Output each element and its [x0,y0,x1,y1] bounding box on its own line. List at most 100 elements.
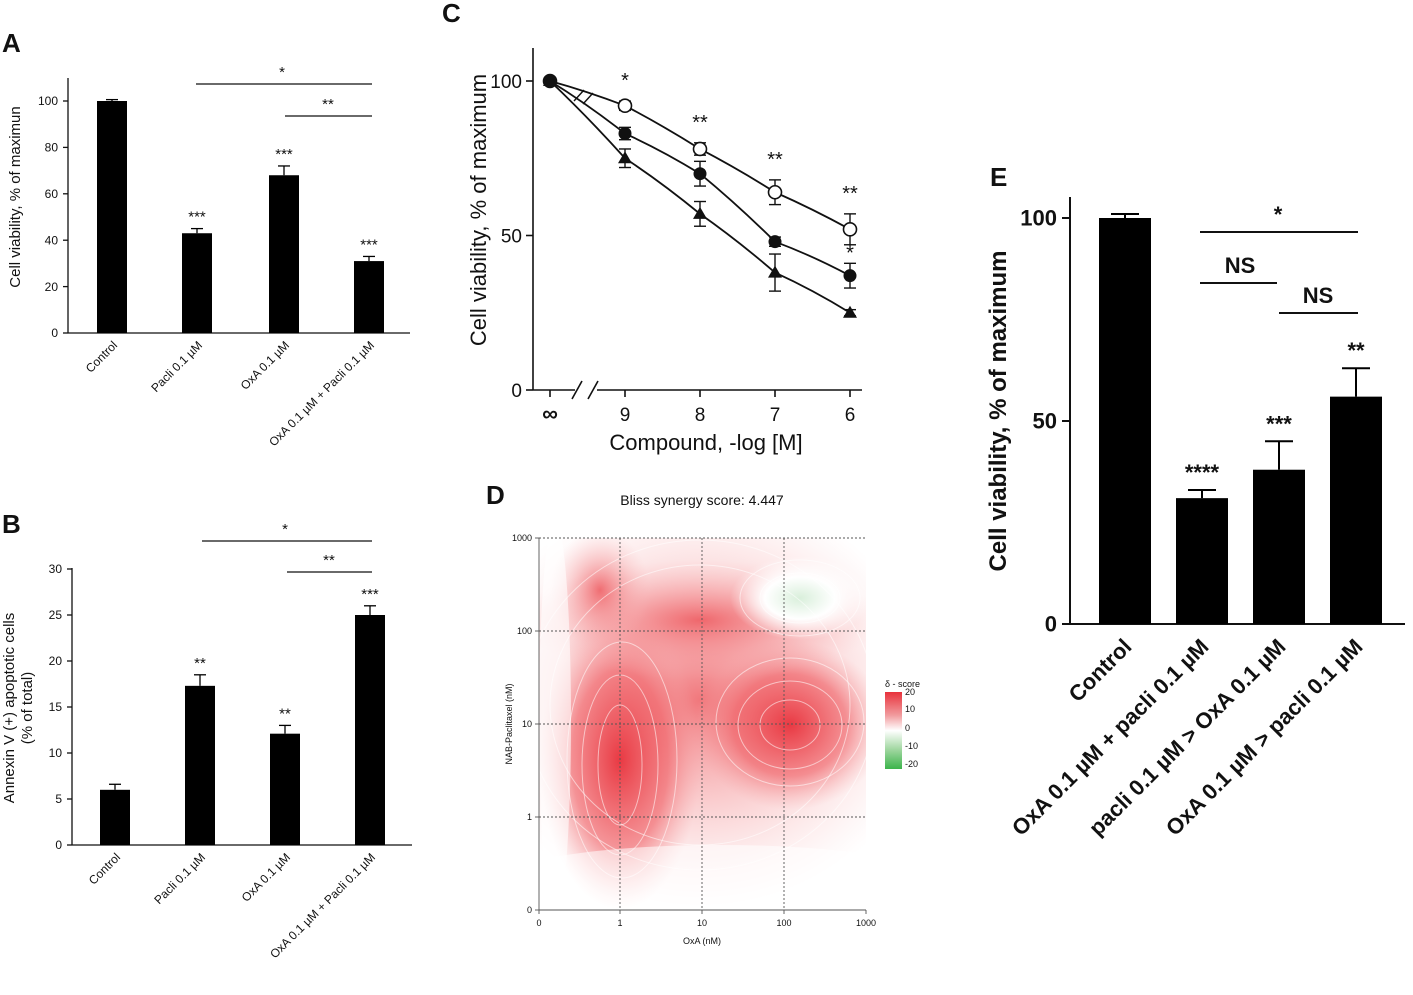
y-tick-label: 5 [55,792,62,806]
y-tick-label: 1 [527,812,532,822]
bar-0 [1099,218,1151,624]
x-tick-label: 100 [776,918,791,928]
panel-b-letter: B [2,509,21,539]
y-tick-label: 0 [527,905,532,915]
legend-tick-label: -20 [905,759,918,769]
panel-d-title: Bliss synergy score: 4.447 [620,492,784,508]
y-tick-label: 30 [49,562,63,576]
x-category-label: OxA 0.1 µM [238,338,292,392]
bar-1 [1176,498,1228,624]
filled-triangle-point [543,74,557,86]
filled-triangle-point [768,265,782,278]
y-tick-label: 1000 [512,533,532,543]
panel-b: B Annexin V (+) apoptotic cells (% of to… [1,509,412,961]
panel-c-ylabel: Cell viability, % of maximum [466,74,491,346]
synergy-heatmap [539,538,866,910]
y-tick-label: 100 [1020,206,1057,231]
y-tick-label: 100 [38,94,58,108]
bar-0 [97,101,127,333]
x-tick-label: 6 [845,405,856,426]
open-circle-point [767,184,783,200]
open-circle-point [617,98,633,114]
panel-c-xlabel: Compound, -log [M] [609,430,802,455]
significance-label: *** [361,586,379,603]
bar-2 [269,175,299,333]
x-category-label: Control [83,338,120,375]
panel-e-ylabel: Cell viability, % of maximum [985,251,1012,572]
legend-title: δ - score [885,679,920,689]
filled-circle-point [768,235,782,249]
panel-b-ylabel-line2: (% of total) [19,672,36,745]
y-tick-label: 10 [49,746,63,760]
y-tick-label: 0 [1045,612,1057,637]
filled-triangle-point [843,305,857,318]
bar-1 [182,233,212,333]
filled-circle-point [843,269,857,283]
x-tick-label: 7 [770,405,781,426]
y-tick-label: 15 [49,700,63,714]
x-category-label: Pacli 0.1 µM [151,850,208,907]
y-tick-label: 60 [45,187,59,201]
legend-tick-label: 20 [905,687,915,697]
x-category-label: Control [86,850,123,887]
panel-d-ylabel: NAB-Paclitaxel (nM) [504,683,514,764]
significance-label: ** [279,705,291,722]
significance-label: ** [692,112,708,134]
significance-label: ** [194,655,206,672]
x-category-label: OxA 0.1 µM [239,850,293,904]
significance-label: ** [767,149,783,171]
y-tick-label: 40 [45,233,59,247]
bar-0 [100,789,130,845]
panel-b-ylabel-line1: Annexin V (+) apoptotic cells [1,613,18,804]
panel-d-xlabel: OxA (nM) [683,936,721,946]
bar-2 [1253,469,1305,624]
significance-label: * [621,70,629,92]
axis-break-icon [571,89,599,400]
significance-label: *** [360,236,378,253]
bracket-label: NS [1303,283,1334,308]
bracket-label: ** [323,552,335,569]
significance-label: ** [1347,338,1365,363]
filled-circle-point [618,127,632,141]
open-circle-point [842,222,858,237]
panel-a: A Cell viability, % of maximun 0 20 40 60 80… [2,28,410,449]
delta-score-legend: δ - score 20 10 0 -10 -20 [885,679,920,769]
x-tick-label: 8 [695,405,706,426]
x-tick-label: 9 [620,405,631,426]
open-circle-point [692,141,708,157]
panel-d: D Bliss synergy score: 4.447 [486,480,920,946]
bar-3 [355,615,385,845]
bracket-label: * [282,521,288,538]
significance-label: * [846,242,854,264]
panel-c-letter: C [442,0,461,28]
filled-triangle-point [618,151,632,164]
legend-tick-label: -10 [905,741,918,751]
y-tick-label: 100 [490,72,522,93]
significance-label: *** [188,209,206,226]
bracket-label: NS [1225,253,1256,278]
significance-label: *** [1266,411,1292,436]
bar-3 [1330,396,1382,624]
y-tick-label: 10 [522,719,532,729]
panel-c: C Cell viability, % of maximum Compound,… [442,0,862,455]
bar-3 [354,261,384,333]
filled-circle-point [693,167,707,181]
y-tick-label: 20 [49,654,63,668]
panel-e-letter: E [990,162,1007,192]
x-tick-label: 1 [617,918,622,928]
panel-a-letter: A [2,28,21,58]
legend-tick-label: 0 [905,723,910,733]
significance-label: *** [275,146,293,163]
legend-tick-label: 10 [905,704,915,714]
y-tick-label: 0 [511,381,522,402]
x-tick-label: 1000 [856,918,876,928]
x-tick-label: 10 [697,918,707,928]
panel-d-letter: D [486,480,505,510]
x-tick-label: ∞ [542,401,558,426]
y-tick-label: 0 [51,326,58,340]
y-tick-label: 0 [55,838,62,852]
bar-2 [270,733,300,845]
y-tick-label: 25 [49,608,63,622]
bracket-label: * [279,64,285,81]
